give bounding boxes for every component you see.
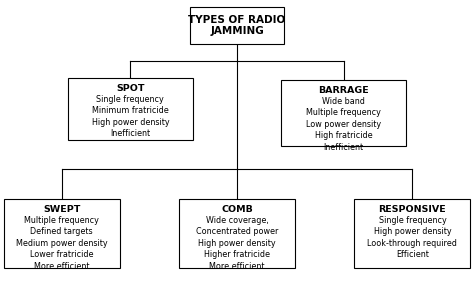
Text: COMB: COMB [221,205,253,214]
FancyBboxPatch shape [4,199,119,268]
Text: RESPONSIVE: RESPONSIVE [379,205,446,214]
FancyBboxPatch shape [354,199,470,268]
Text: SPOT: SPOT [116,84,145,93]
FancyBboxPatch shape [179,199,295,268]
Text: SWEPT: SWEPT [43,205,80,214]
Text: Single frequency
Minimum fratricide
High power density
Inefficient: Single frequency Minimum fratricide High… [91,95,169,138]
Text: TYPES OF RADIO
JAMMING: TYPES OF RADIO JAMMING [188,15,286,36]
Text: BARRAGE: BARRAGE [318,86,369,95]
FancyBboxPatch shape [281,80,407,147]
Text: Wide coverage,
Concentrated power
High power density
Higher fratricide
More effi: Wide coverage, Concentrated power High p… [196,216,278,271]
Text: Multiple frequency
Defined targets
Medium power density
Lower fratricide
More ef: Multiple frequency Defined targets Mediu… [16,216,108,271]
FancyBboxPatch shape [190,7,284,44]
FancyBboxPatch shape [67,78,193,140]
Text: Single frequency
High power density
Look-through required
Efficient: Single frequency High power density Look… [367,216,457,259]
Text: Wide band
Multiple frequency
Low power density
High fratricide
Inefficient: Wide band Multiple frequency Low power d… [306,97,381,152]
